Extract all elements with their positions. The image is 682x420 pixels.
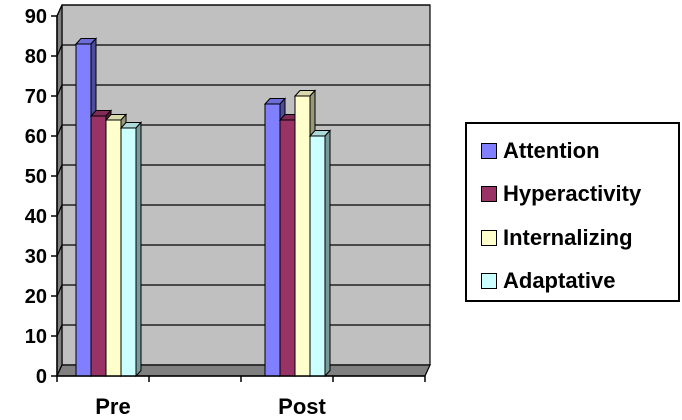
bar-hyperactivity-pre [90,115,107,377]
bar-adaptative-pre [120,127,137,377]
bar-attention-post [264,103,281,377]
gridline-side [56,44,63,57]
x-category-label: Pre [95,394,130,419]
gridline-side [56,284,63,297]
gridline-side [56,164,63,177]
legend-swatch-adaptative [481,273,497,289]
legend: Attention Hyperactivity Internalizing Ad… [465,122,680,302]
bar-adaptative-post [309,135,326,377]
legend-label-internalizing: Internalizing [503,225,633,250]
y-tick-label: 30 [25,246,47,268]
y-tick-label: 0 [36,366,47,388]
y-tick-label: 40 [25,206,47,228]
bar-side [324,129,331,378]
legend-item-hyperactivity: Hyperactivity [481,181,641,207]
legend-label-hyperactivity: Hyperactivity [503,181,642,206]
legend-swatch-internalizing [481,230,497,246]
x-category-label: Post [278,394,326,419]
y-tick-label: 20 [25,286,47,308]
x-category-labels: Pre Post [95,394,326,419]
legend-label-attention: Attention [503,138,600,163]
gridline-side [56,204,63,217]
bar-internalizing-post [294,95,311,377]
legend-item-attention: Attention [481,138,600,164]
y-tick-label: 90 [25,6,47,28]
gridline-side [56,84,63,97]
gridline-side [56,4,63,17]
gridline-side [56,124,63,137]
y-tick-label: 70 [25,86,47,108]
axes [51,15,426,382]
y-tick-label: 60 [25,126,47,148]
bars [74,37,332,378]
legend-label-adaptative: Adaptative [503,268,616,293]
legend-item-adaptative: Adaptative [481,268,615,294]
legend-swatch-hyperactivity [481,186,497,202]
legend-item-internalizing: Internalizing [481,225,633,251]
bar-side [135,121,142,378]
bar-attention-pre [75,43,92,377]
bar-internalizing-pre [105,119,122,377]
y-tick-label: 50 [25,166,47,188]
legend-swatch-attention [481,143,497,159]
gridline-side [56,324,63,337]
y-tick-label: 10 [25,326,47,348]
bar-hyperactivity-post [279,119,296,377]
y-tick-label: 80 [25,46,47,68]
gridline-side [56,244,63,257]
y-tick-labels: 0 10 20 30 40 50 60 70 80 90 [25,6,47,388]
